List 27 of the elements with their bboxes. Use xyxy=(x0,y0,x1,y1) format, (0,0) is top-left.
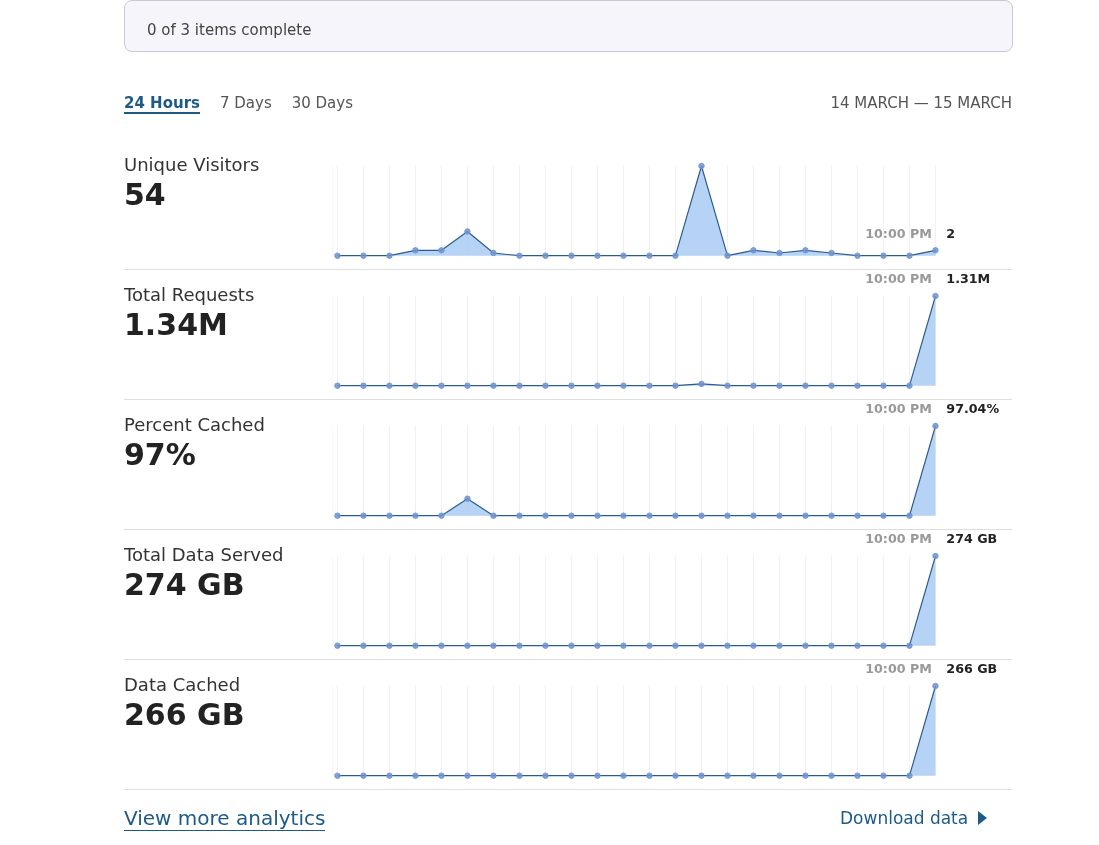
text: 7 Days xyxy=(219,94,272,114)
text: 2 xyxy=(946,225,956,241)
chart-title: Total Data Served xyxy=(124,544,285,565)
annotation: 10:00 PM xyxy=(865,225,933,241)
chart-subtitle: 266 GB xyxy=(124,697,246,732)
chart-subtitle: 1.34M xyxy=(124,307,229,342)
chart-subtitle: 54 xyxy=(124,177,167,212)
chart-title: Percent Cached xyxy=(124,414,266,435)
text: Download data xyxy=(840,808,969,828)
chart-subtitle: 274 GB xyxy=(124,567,246,602)
chart-title: Total Requests xyxy=(124,284,256,305)
text: 10:00 PM xyxy=(865,661,933,677)
text: 10:00 PM xyxy=(865,271,933,287)
text: 30 Days xyxy=(291,94,354,114)
text: 97.04% xyxy=(946,401,1000,417)
text: 266 GB xyxy=(946,661,998,677)
text: 10:00 PM xyxy=(865,531,933,547)
text: View more analytics xyxy=(124,806,326,831)
text: 10:00 PM xyxy=(865,401,933,417)
chart-subtitle: 97% xyxy=(124,437,197,472)
text: 14 MARCH — 15 MARCH xyxy=(830,94,1012,112)
text: 274 GB xyxy=(946,531,998,547)
chart-title: Data Cached xyxy=(124,674,242,695)
text: 0 of 3 items complete xyxy=(147,21,312,39)
chart-title: Unique Visitors xyxy=(124,154,261,175)
text: 24 Hours xyxy=(124,94,200,114)
text: 1.31M xyxy=(946,271,991,287)
